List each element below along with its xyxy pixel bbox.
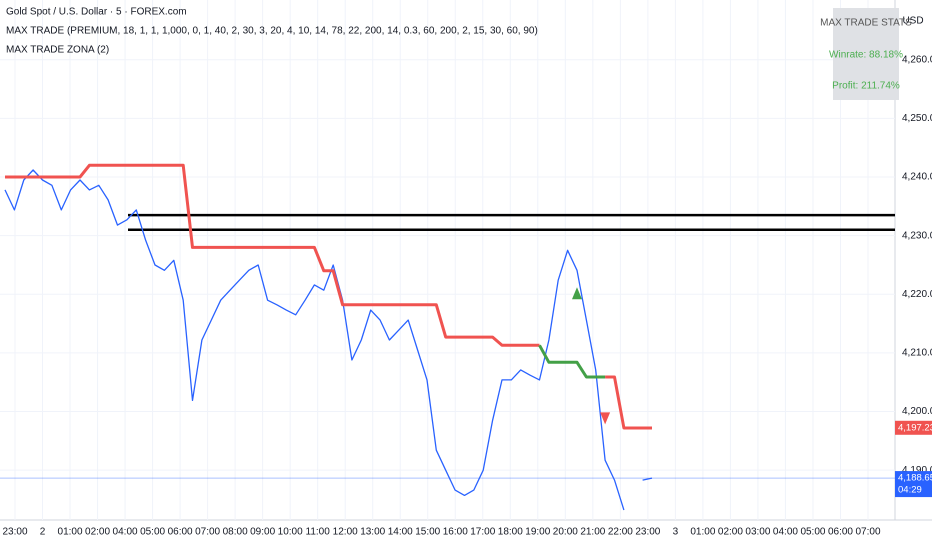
- price-badge-label: 4,197.23: [898, 422, 932, 433]
- stats-profit: Profit: 211.74%: [832, 81, 900, 92]
- x-tick-label: 04:00: [773, 527, 798, 538]
- x-tick-label: 15:00: [415, 527, 440, 538]
- indicator-label: MAX TRADE ZONA (2): [6, 45, 109, 56]
- x-tick-label: 07:00: [855, 527, 880, 538]
- price-badge-label: 4,188.65: [898, 473, 932, 484]
- y-tick-label: 4,230.00: [902, 230, 932, 241]
- y-tick-label: 4,210.00: [902, 348, 932, 359]
- x-tick-label: 3: [673, 527, 679, 538]
- signal-marker: [571, 287, 582, 300]
- x-tick-label: 23:00: [2, 527, 27, 538]
- x-tick-label: 04:00: [113, 527, 138, 538]
- y-tick-label: 4,200.00: [902, 406, 932, 417]
- x-tick-label: 22:00: [608, 527, 633, 538]
- x-tick-label: 14:00: [388, 527, 413, 538]
- x-tick-label: 05:00: [140, 527, 165, 538]
- x-tick-label: 01:00: [690, 527, 715, 538]
- currency[interactable]: USD: [902, 16, 923, 27]
- price-badge: [895, 420, 932, 435]
- signal-marker: [600, 412, 611, 425]
- y-tick-label: 4,240.00: [902, 172, 932, 183]
- x-tick-label: 10:00: [278, 527, 303, 538]
- price-badge: [895, 471, 932, 498]
- chart-title: Gold Spot / U.S. Dollar · 5 · FOREX.com: [6, 7, 187, 18]
- stats-box: [833, 8, 899, 100]
- trend-line: [538, 344, 606, 379]
- x-tick-label: 18:00: [498, 527, 523, 538]
- x-tick-label: 01:00: [58, 527, 83, 538]
- stats-winrate: Winrate: 88.18%: [829, 50, 903, 61]
- plot: [0, 0, 895, 520]
- x-tick-label: 21:00: [580, 527, 605, 538]
- x-tick-label: 19:00: [525, 527, 550, 538]
- trend-line: [605, 375, 652, 430]
- x-tick-label: 12:00: [333, 527, 358, 538]
- x-tick-label: 07:00: [195, 527, 220, 538]
- countdown-label: 04:29: [898, 485, 922, 496]
- x-tick-label: 13:00: [360, 527, 385, 538]
- x-tick-label: 20:00: [553, 527, 578, 538]
- x-tick-label: 17:00: [470, 527, 495, 538]
- x-tick-label: 08:00: [223, 527, 248, 538]
- x-tick-label: 02:00: [85, 527, 110, 538]
- y-tick-label: 4,190.00: [902, 465, 932, 476]
- price-line: [4, 169, 625, 511]
- y-tick-label: 4,260.00: [902, 54, 932, 65]
- x-tick-label: 02:00: [718, 527, 743, 538]
- x-tick-label: 03:00: [745, 527, 770, 538]
- x-tick-label: 11:00: [306, 527, 331, 538]
- trend-line: [5, 163, 540, 347]
- x-tick-label: 2: [40, 527, 46, 538]
- indicator-label: MAX TRADE (PREMIUM, 18, 1, 1, 1,000, 0, …: [6, 26, 538, 37]
- x-tick-label: 09:00: [250, 527, 275, 538]
- x-tick-label: 16:00: [443, 527, 468, 538]
- price-line: [642, 477, 653, 481]
- x-tick-label: 06:00: [828, 527, 853, 538]
- x-tick-label: 05:00: [800, 527, 825, 538]
- y-tick-label: 4,250.00: [902, 113, 932, 124]
- stats-title: MAX TRADE STATS: [820, 18, 912, 29]
- x-tick-label: 06:00: [168, 527, 193, 538]
- x-tick-label: 23:00: [635, 527, 660, 538]
- y-tick-label: 4,220.00: [902, 289, 932, 300]
